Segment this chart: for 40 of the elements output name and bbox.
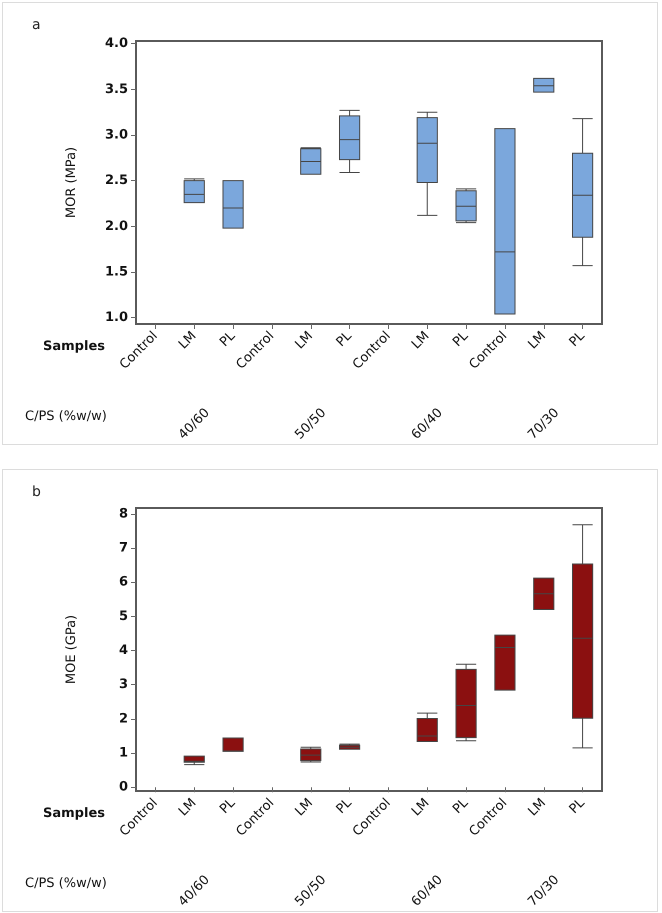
y-tick-label: 6	[118, 574, 128, 590]
y-tick-label: 7	[118, 540, 128, 556]
x-tick-label: LM	[176, 328, 200, 352]
y-axis-title: MOR (MPa)	[64, 146, 79, 218]
chart-title: b	[32, 484, 41, 500]
y-tick-label: 1.5	[104, 264, 128, 280]
x-tick-label: LM	[292, 328, 316, 352]
y-tick-label: 1.0	[104, 310, 128, 326]
x-tick-label: PL	[334, 795, 356, 817]
x-tick-label: PL	[217, 328, 239, 350]
text: C/PS (%w/w)	[25, 876, 107, 891]
y-tick-label: 0	[118, 780, 128, 795]
text: C/PS (%w/w)	[25, 409, 107, 424]
y-tick-label: 4.0	[104, 36, 128, 52]
chart-title: a	[32, 17, 41, 33]
x-tick-label: LM	[176, 796, 200, 820]
y-tick-label: 2	[118, 711, 128, 726]
x-tick-label: PL	[217, 795, 239, 817]
x-axis-title: Samples	[43, 806, 106, 821]
y-tick-label: 4	[118, 643, 128, 658]
y-axis-title: MOE (GPa)	[64, 614, 79, 684]
y-tick-label: 3	[118, 677, 128, 692]
y-tick-label: 5	[118, 608, 128, 624]
y-tick-label: 3.5	[104, 82, 128, 97]
y-tick-label: 1	[118, 746, 128, 761]
x-tick-label: PL	[334, 328, 356, 350]
x-tick-label: PL	[566, 328, 588, 350]
y-tick-label: 2.0	[104, 218, 128, 234]
y-tick-label: 3.0	[104, 128, 128, 143]
y-tick-label: 8	[118, 506, 128, 522]
x-tick-label: LM	[292, 796, 316, 820]
x-tick-label: PL	[566, 795, 588, 817]
x-tick-label: LM	[408, 328, 433, 352]
x-tick-label: PL	[450, 795, 472, 817]
x-tick-label: LM	[525, 328, 550, 352]
x-tick-label: LM	[525, 796, 550, 820]
x-tick-label: PL	[450, 328, 472, 350]
x-axis-title: Samples	[43, 339, 106, 354]
y-tick-label: 2.5	[104, 173, 128, 188]
x-tick-label: LM	[408, 796, 433, 820]
